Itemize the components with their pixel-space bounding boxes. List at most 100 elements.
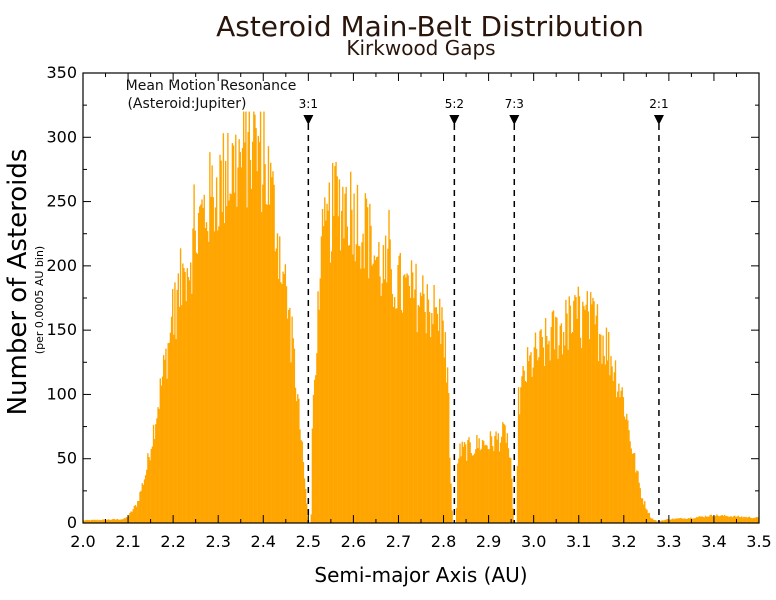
histogram-bar [606, 360, 609, 523]
histogram-bar [393, 297, 396, 523]
histogram-bar [274, 251, 276, 523]
histogram-bar [185, 301, 187, 523]
y-tick-label: 150 [46, 320, 77, 339]
histogram-bar [550, 327, 552, 523]
histogram-bar [312, 394, 315, 523]
histogram-bar [546, 335, 548, 523]
histogram-bar [138, 500, 140, 523]
histogram-bar [707, 516, 709, 523]
histogram-bar [697, 517, 699, 523]
histogram-bar [279, 236, 281, 523]
histogram-bar [626, 413, 628, 523]
histogram-bar [413, 298, 415, 523]
histogram-bar [222, 133, 225, 523]
x-tick-label: 2.8 [431, 532, 456, 551]
histogram-bar [675, 518, 678, 523]
histogram-bar [409, 297, 412, 523]
histogram-bar [266, 204, 269, 523]
histogram-bar [90, 519, 93, 523]
histogram-bar [406, 273, 408, 523]
histogram-bar [599, 333, 601, 523]
histogram-bar [313, 379, 316, 523]
histogram-bar [191, 293, 193, 523]
histogram-bar [339, 250, 342, 524]
histogram-bar [537, 360, 539, 523]
histogram-bar [247, 131, 249, 523]
histogram-bar [549, 360, 551, 523]
histogram-bar [566, 313, 568, 523]
y-tick-label: 50 [57, 449, 77, 468]
histogram-bar [617, 391, 619, 523]
histogram-bar [516, 466, 519, 523]
histogram-bar [132, 509, 134, 523]
histogram-bar [517, 387, 520, 523]
histogram-bar [605, 327, 608, 523]
histogram-bar [706, 516, 708, 523]
histogram-bar [183, 268, 185, 523]
histogram-bar [415, 263, 417, 523]
histogram-bar [256, 171, 258, 523]
histogram-bar [521, 376, 523, 523]
histogram-bar [152, 424, 155, 523]
histogram-bar [298, 398, 300, 523]
histogram-bar [528, 361, 530, 523]
x-tick-label: 3.2 [611, 532, 636, 551]
histogram-bar [137, 501, 139, 523]
histogram-bar [288, 309, 290, 523]
histogram-bar [237, 167, 239, 523]
histogram-bar [585, 304, 587, 523]
histogram-bar [672, 518, 674, 523]
histogram-bar [277, 279, 280, 523]
histogram-bar [611, 366, 613, 523]
histogram-bar [330, 251, 333, 524]
histogram-bar [213, 231, 216, 524]
histogram-bar [633, 453, 636, 523]
histogram-bar [691, 518, 693, 523]
resonance-label: 2:1 [649, 97, 668, 111]
y-tick-label: 100 [46, 384, 77, 403]
histogram-bar [143, 479, 146, 523]
histogram-bar [508, 457, 511, 523]
histogram-bar [209, 152, 211, 523]
histogram-bar [397, 265, 399, 523]
histogram-bar [335, 161, 337, 523]
histogram-bar [713, 516, 716, 523]
histogram-bar [169, 332, 172, 523]
histogram-bar [491, 446, 494, 523]
histogram-bar [346, 226, 349, 524]
histogram-bar [280, 282, 282, 523]
histogram-bar [148, 457, 150, 523]
histogram-bar [86, 519, 88, 523]
histogram-bar [245, 111, 247, 523]
histogram-bar [436, 313, 439, 523]
histogram-bar [727, 516, 729, 523]
histogram-bar [627, 420, 629, 523]
histogram-bar [715, 515, 717, 523]
histogram-bar [117, 519, 120, 523]
histogram-bar [107, 519, 110, 523]
histogram-bar [645, 508, 647, 523]
histogram-bar [476, 434, 478, 523]
resonance-label: 3:1 [299, 97, 318, 111]
histogram-bar [730, 516, 733, 523]
histogram-bar [106, 519, 109, 523]
histogram-bar [336, 176, 338, 523]
histogram-bar [556, 317, 558, 523]
histogram-bar [416, 332, 418, 523]
histogram-bar [674, 518, 676, 523]
histogram-bar [489, 431, 492, 523]
histogram-bar [552, 310, 555, 523]
histogram-bar [199, 206, 201, 523]
histogram-bar [487, 449, 489, 523]
histogram-bar [480, 448, 483, 523]
histogram-bar [663, 520, 665, 523]
y-tick-label: 250 [46, 192, 77, 211]
resonance-marker [509, 115, 520, 125]
histogram-bar [485, 444, 487, 523]
histogram-bar [355, 244, 358, 523]
histogram-bar [377, 256, 379, 523]
histogram-bar [756, 517, 759, 523]
histogram-bar [748, 516, 751, 523]
histogram-bar [519, 414, 521, 523]
histogram-bar [744, 517, 746, 523]
